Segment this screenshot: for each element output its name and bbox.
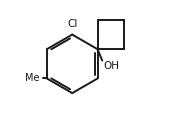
Text: Me: Me [25, 73, 40, 84]
Text: OH: OH [103, 61, 119, 71]
Text: Cl: Cl [67, 19, 77, 29]
